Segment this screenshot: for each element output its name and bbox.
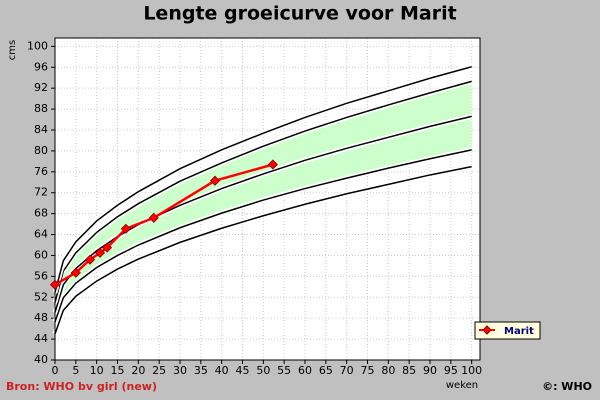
x-tick-label: 65 bbox=[319, 364, 333, 377]
x-tick-label: 80 bbox=[381, 364, 395, 377]
x-tick-label: 35 bbox=[194, 364, 208, 377]
y-tick-label: 52 bbox=[34, 290, 48, 303]
x-tick-label: 5 bbox=[72, 364, 79, 377]
x-tick-label: 0 bbox=[52, 364, 59, 377]
y-tick-label: 56 bbox=[34, 269, 48, 282]
reference-curve bbox=[54, 80, 472, 303]
x-tick-label: 70 bbox=[340, 364, 354, 377]
x-tick-label: 40 bbox=[215, 364, 229, 377]
data-point bbox=[102, 242, 113, 253]
data-point bbox=[94, 247, 106, 258]
reference-curve bbox=[54, 149, 472, 323]
y-tick-label: 100 bbox=[27, 39, 48, 52]
reference-curve bbox=[54, 115, 472, 313]
y-tick-label: 80 bbox=[34, 144, 48, 157]
data-point bbox=[49, 279, 61, 290]
y-tick-label: 40 bbox=[34, 353, 48, 366]
x-tick-label: 85 bbox=[402, 364, 416, 377]
x-tick-label: 45 bbox=[236, 364, 250, 377]
legend-box bbox=[474, 321, 541, 340]
legend-label: Marit bbox=[504, 326, 534, 337]
data-point bbox=[209, 175, 221, 186]
x-tick-label: 95 bbox=[444, 364, 458, 377]
x-tick-label: 75 bbox=[361, 364, 375, 377]
y-tick-label: 92 bbox=[34, 81, 48, 94]
y-tick-label: 44 bbox=[34, 332, 48, 345]
y-axis-label: cms bbox=[7, 40, 18, 60]
chart-title: Lengte groeicurve voor Marit bbox=[143, 3, 456, 25]
data-point bbox=[148, 212, 159, 223]
x-tick-label: 15 bbox=[111, 364, 125, 377]
x-tick-label: 55 bbox=[277, 364, 291, 377]
y-tick-label: 72 bbox=[34, 186, 48, 199]
y-tick-label: 48 bbox=[34, 311, 48, 324]
legend-marker bbox=[482, 325, 492, 335]
y-tick-label: 60 bbox=[34, 248, 48, 261]
reference-curve bbox=[54, 66, 472, 293]
data-point bbox=[120, 223, 131, 234]
x-tick-label: 50 bbox=[256, 364, 270, 377]
y-tick-label: 76 bbox=[34, 165, 48, 178]
x-tick-label: 10 bbox=[90, 364, 104, 377]
y-tick-label: 64 bbox=[34, 228, 48, 241]
credit-note: ©: WHO bbox=[542, 380, 592, 393]
x-axis-label: weken bbox=[446, 380, 478, 391]
reference-curve bbox=[54, 165, 472, 335]
x-tick-label: 90 bbox=[423, 364, 437, 377]
y-tick-label: 96 bbox=[34, 60, 48, 73]
x-tick-label: 20 bbox=[131, 364, 145, 377]
source-note: Bron: WHO bv girl (new) bbox=[6, 380, 157, 393]
y-tick-label: 88 bbox=[34, 102, 48, 115]
y-tick-label: 84 bbox=[34, 123, 48, 136]
x-tick-label: 60 bbox=[298, 364, 312, 377]
data-point bbox=[70, 267, 81, 278]
x-tick-label: 25 bbox=[152, 364, 166, 377]
plot-frame bbox=[54, 37, 481, 361]
data-point bbox=[267, 159, 278, 170]
data-point bbox=[84, 254, 96, 265]
x-tick-label: 100 bbox=[461, 364, 482, 377]
x-tick-label: 30 bbox=[173, 364, 187, 377]
y-tick-label: 68 bbox=[34, 207, 48, 220]
